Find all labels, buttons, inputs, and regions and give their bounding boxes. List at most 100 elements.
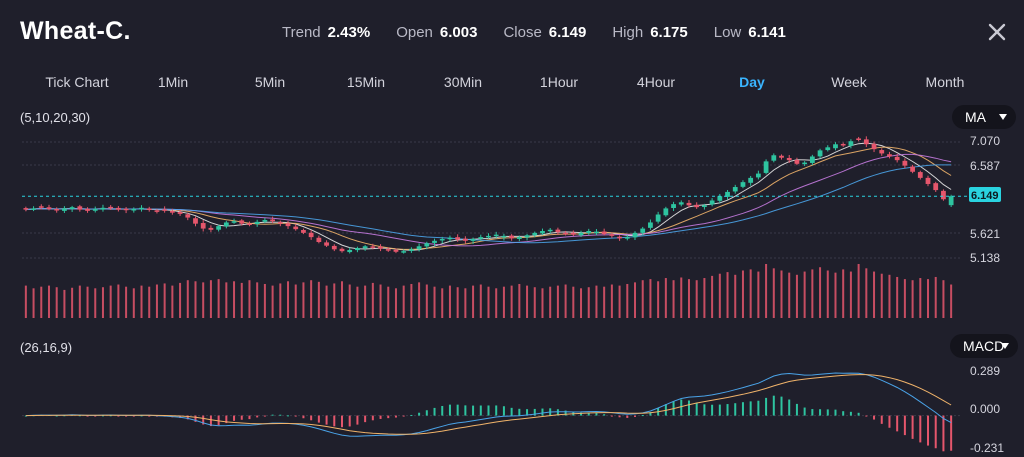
macd-hist-bar xyxy=(202,415,205,425)
candle-body xyxy=(177,212,183,214)
volume-bar xyxy=(433,286,436,318)
macd-hist-bar xyxy=(117,415,120,417)
candle-body xyxy=(370,246,376,248)
volume-bar xyxy=(603,286,606,318)
volume-bar xyxy=(86,286,89,318)
macd-hist-bar xyxy=(811,409,814,416)
macd-hist-bar xyxy=(418,412,421,416)
macd-hist-bar xyxy=(495,405,498,416)
candle-body xyxy=(794,159,800,164)
volume-bar xyxy=(510,285,513,318)
candle-body xyxy=(863,139,869,145)
candle-body xyxy=(108,206,114,209)
macd-hist-bar xyxy=(502,406,505,416)
stat-open: Open 6.003 xyxy=(396,24,477,41)
macd-hist-bar xyxy=(402,415,405,417)
candle-body xyxy=(100,207,106,210)
stat-trend: Trend 2.43% xyxy=(282,24,370,41)
macd-hist-bar xyxy=(711,404,714,416)
stat-value: 6.149 xyxy=(548,24,587,41)
tab-day[interactable]: Day xyxy=(739,74,765,90)
candle-body xyxy=(470,238,476,241)
volume-bar xyxy=(464,288,467,318)
volume-bar xyxy=(734,274,737,318)
stat-label: Low xyxy=(713,24,742,41)
candle-body xyxy=(894,156,900,161)
macd-hist-bar xyxy=(109,415,112,417)
volume-bar xyxy=(502,286,505,318)
tab-1min[interactable]: 1Min xyxy=(157,74,189,90)
tab-4hour[interactable]: 4Hour xyxy=(636,74,676,90)
close-icon[interactable] xyxy=(986,21,1008,43)
candle-body xyxy=(856,138,862,140)
volume-bar xyxy=(618,285,621,318)
candle-body xyxy=(817,150,823,157)
candle-body xyxy=(686,202,692,206)
volume-bar xyxy=(880,273,883,318)
tab-30min[interactable]: 30Min xyxy=(443,74,483,90)
volume-bar xyxy=(456,287,459,318)
tab-tick-chart[interactable]: Tick Chart xyxy=(45,74,109,90)
macd-hist-bar xyxy=(934,415,937,449)
candle-body xyxy=(663,208,669,216)
candle-body xyxy=(493,234,499,237)
macd-hist-bar xyxy=(834,409,837,416)
volume-bar xyxy=(556,285,559,318)
macd-hist-bar xyxy=(780,396,783,416)
macd-hist-bar xyxy=(140,415,143,417)
stat-high: High 6.175 xyxy=(612,24,687,41)
tab-week[interactable]: Week xyxy=(831,74,867,90)
macd-hist-bar xyxy=(888,415,891,428)
macd-indicator-dropdown[interactable]: MACD xyxy=(950,334,1018,358)
ma30-line xyxy=(25,164,952,244)
candle-body xyxy=(208,227,214,230)
macd-hist-bar xyxy=(317,415,320,423)
macd-hist-bar xyxy=(371,415,374,421)
volume-bar xyxy=(711,275,714,318)
candle-body xyxy=(231,221,237,223)
volume-bar xyxy=(117,284,120,318)
macd-hist-bar xyxy=(472,405,475,416)
volume-bar xyxy=(479,284,482,318)
tab-month[interactable]: Month xyxy=(925,74,965,90)
macd-hist-bar xyxy=(263,415,266,417)
candle-body xyxy=(293,226,299,230)
symbol-title: Wheat-C. xyxy=(20,17,131,45)
tab-15min[interactable]: 15Min xyxy=(346,74,386,90)
volume-bar xyxy=(294,284,297,318)
volume-bar xyxy=(718,273,721,318)
ma-indicator-dropdown[interactable]: MA xyxy=(952,105,1016,129)
volume-bar xyxy=(518,283,521,318)
volume-bar xyxy=(572,286,575,318)
macd-hist-bar xyxy=(379,415,382,419)
candle-body xyxy=(270,219,275,222)
macd-hist-bar xyxy=(680,399,683,416)
candle-body xyxy=(324,242,329,246)
candle-body xyxy=(709,200,715,205)
volume-bar xyxy=(109,285,112,318)
candle-body xyxy=(216,226,222,230)
candle-body xyxy=(925,177,931,184)
candle-body xyxy=(131,209,137,211)
chevron-down-icon xyxy=(1001,343,1009,349)
macd-hist-bar xyxy=(695,402,698,416)
candle-body xyxy=(123,208,129,211)
tab-5min[interactable]: 5Min xyxy=(254,74,286,90)
volume-bar xyxy=(687,279,690,318)
candle-body xyxy=(146,208,152,210)
candle-body xyxy=(840,143,846,146)
volume-bar xyxy=(780,270,783,318)
macd-tick-label: 0.000 xyxy=(970,402,1000,416)
candle-body xyxy=(139,207,144,210)
macd-hist-bar xyxy=(903,415,906,436)
candle-body xyxy=(393,249,399,252)
macd-hist-bar xyxy=(757,400,760,416)
macd-hist-bar xyxy=(749,401,752,416)
stat-value: 6.003 xyxy=(439,24,478,41)
macd-hist-bar xyxy=(63,415,66,417)
macd-hist-bar xyxy=(819,409,822,416)
tab-1hour[interactable]: 1Hour xyxy=(539,74,579,90)
volume-bar xyxy=(610,284,613,318)
macd-hist-bar xyxy=(348,415,351,427)
candle-body xyxy=(501,235,507,238)
